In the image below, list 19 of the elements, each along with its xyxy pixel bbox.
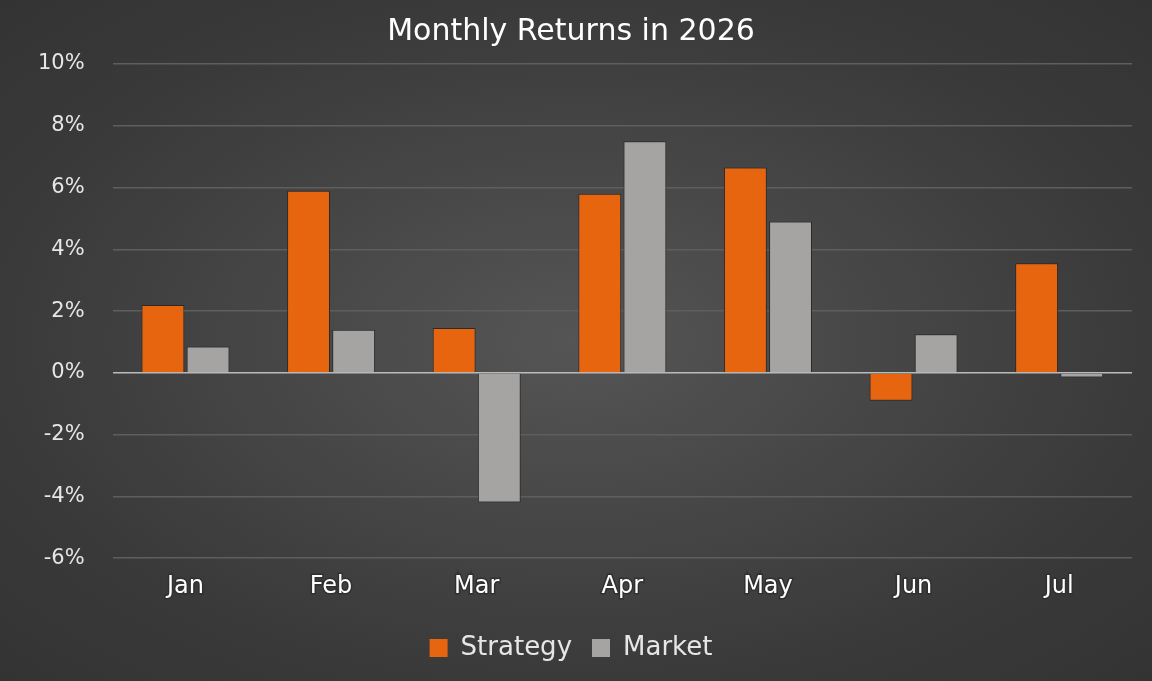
y-tick-label: -4% bbox=[43, 482, 85, 507]
y-tick-label: 8% bbox=[51, 112, 85, 137]
x-tick-label: Jan bbox=[164, 570, 204, 599]
x-tick-label: Apr bbox=[601, 570, 644, 599]
y-tick-label: 6% bbox=[51, 174, 85, 198]
y-tick-label: 4% bbox=[51, 235, 85, 260]
x-tick-label: Mar bbox=[454, 570, 500, 599]
x-tick-label: Jul bbox=[1042, 570, 1074, 599]
y-tick-label: -6% bbox=[43, 544, 85, 569]
y-tick-label: 0% bbox=[51, 359, 85, 384]
x-tick-label: Feb bbox=[309, 570, 353, 599]
x-tick-label: May bbox=[743, 570, 793, 599]
y-tick-label: -2% bbox=[43, 421, 85, 446]
chart-title: Monthly Returns in 2026 bbox=[387, 11, 755, 47]
legend-label: Market bbox=[623, 630, 713, 661]
y-tick-label: 2% bbox=[51, 297, 85, 322]
y-tick-label: 10% bbox=[37, 50, 85, 75]
x-tick-label: Jun bbox=[892, 570, 933, 599]
legend-label: Strategy bbox=[460, 630, 573, 661]
